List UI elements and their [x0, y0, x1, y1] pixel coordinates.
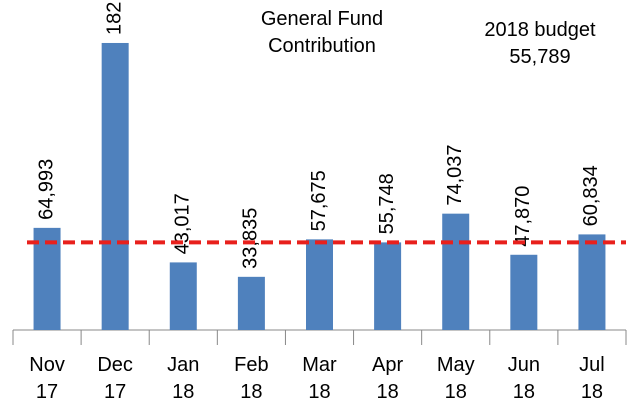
value-label: 182,652 — [103, 0, 125, 35]
value-label: 33,835 — [240, 208, 262, 269]
x-tick-label: Nov 17 — [29, 354, 65, 403]
bar — [374, 242, 402, 330]
bar — [169, 262, 197, 330]
x-tick-label: Jun 18 — [507, 354, 540, 403]
bar — [306, 239, 333, 330]
bar — [510, 254, 538, 330]
value-label: 47,870 — [512, 186, 534, 247]
chart-title: General Fund Contribution — [260, 8, 384, 57]
bar — [101, 42, 129, 330]
value-label: 55,748 — [376, 173, 398, 234]
value-label: 64,993 — [35, 159, 57, 220]
value-label: 74,037 — [444, 144, 466, 205]
x-tick-label: Jan 18 — [167, 354, 200, 403]
budget-annotation: 2018 budget 55,789 — [455, 17, 625, 71]
bar — [442, 213, 470, 330]
bar — [33, 227, 61, 330]
value-label: 60,834 — [580, 165, 602, 226]
x-tick-label: Dec 17 — [97, 354, 133, 403]
x-tick-label: Jul 18 — [579, 354, 605, 403]
x-tick-label: Feb 18 — [234, 354, 269, 403]
x-tick-label: May 18 — [436, 354, 475, 403]
x-tick-label: Mar 18 — [302, 354, 337, 403]
bar — [237, 276, 265, 330]
value-label: 57,675 — [308, 170, 330, 231]
annotation-label: 2018 budget — [484, 19, 596, 41]
x-tick-label: Apr 18 — [372, 354, 404, 403]
bar — [578, 234, 606, 330]
value-label: 43,017 — [172, 193, 194, 254]
annotation-value: 55,789 — [509, 46, 571, 68]
